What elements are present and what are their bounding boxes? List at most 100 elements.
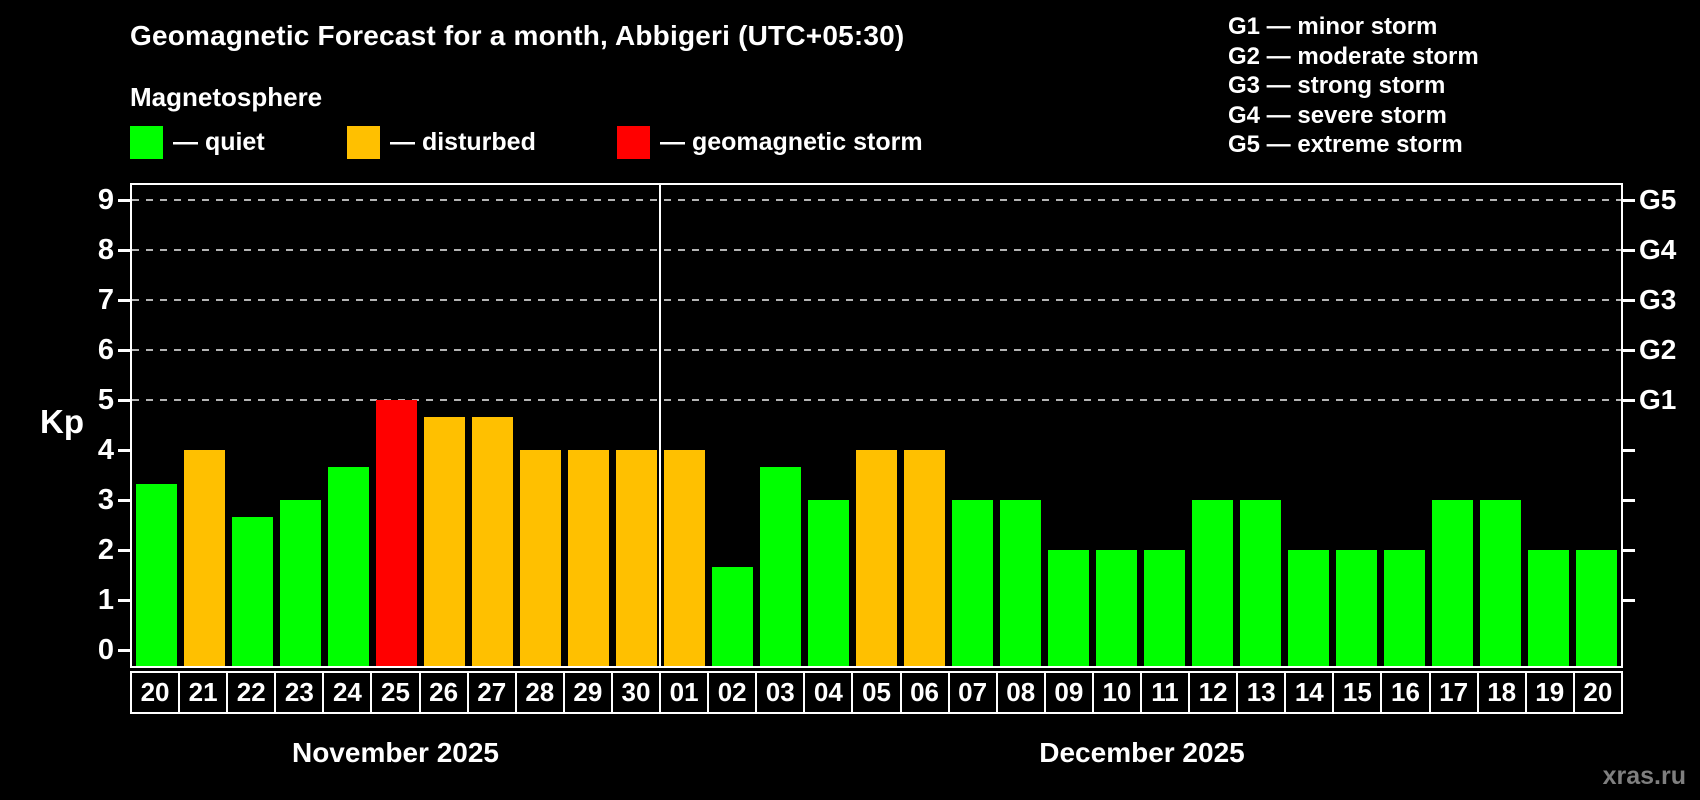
month-label-december: December 2025 — [1039, 737, 1245, 768]
kp-bar-06-disturbed — [904, 450, 946, 666]
date-cell-nov-24: 24 — [322, 671, 373, 714]
kp-bar-30-disturbed — [615, 450, 657, 666]
y-tick-label-7: 7 — [97, 284, 114, 316]
kp-bar-21-disturbed — [183, 450, 225, 666]
date-cell-dec-04: 04 — [803, 671, 854, 714]
date-cell-dec-20: 20 — [1572, 671, 1623, 714]
legend-label-disturbed: — disturbed — [390, 127, 536, 156]
y-axis-title: Kp — [40, 403, 84, 440]
date-cell-dec-02: 02 — [707, 671, 758, 714]
y-tick-label-4: 4 — [97, 434, 114, 466]
kp-bar-10-quiet — [1096, 550, 1138, 666]
right-tick-mark — [1623, 449, 1635, 452]
gridline-G3 — [132, 299, 1621, 301]
kp-bar-13-quiet — [1240, 500, 1282, 666]
right-tick-mark — [1623, 299, 1635, 302]
kp-bar-04-quiet — [807, 500, 849, 666]
kp-bar-22-quiet — [231, 516, 273, 666]
disturbed-color-swatch — [347, 125, 380, 159]
y-tick-label-5: 5 — [97, 384, 114, 416]
date-axis-row: 20 21 22 23 24 25 26 27 28 29 30 01 02 03 04 05 06 07 08 09… — [130, 671, 1623, 714]
date-cell-dec-13: 13 — [1236, 671, 1287, 714]
y-tick-label-8: 8 — [97, 234, 114, 266]
date-cell-dec-03: 03 — [755, 671, 806, 714]
date-cell-nov-22: 22 — [226, 671, 277, 714]
legend-item-storm: — geomagnetic storm — [617, 124, 923, 160]
date-cell-nov-30: 30 — [610, 671, 662, 714]
right-tick-mark — [1623, 199, 1635, 202]
kp-bar-14-quiet — [1288, 550, 1330, 666]
date-cell-dec-08: 08 — [995, 671, 1046, 714]
date-cell-nov-20: 20 — [130, 671, 181, 714]
date-cell-dec-11: 11 — [1139, 671, 1191, 714]
kp-bar-28-disturbed — [519, 450, 561, 666]
kp-bar-16-quiet — [1384, 550, 1426, 666]
y-tick-mark — [118, 449, 130, 452]
date-cell-nov-28: 28 — [514, 671, 565, 714]
right-tick-mark — [1623, 399, 1635, 402]
g-level-label-G5: G5 — [1639, 184, 1677, 215]
date-cell-nov-21: 21 — [178, 671, 229, 714]
kp-bar-20-quiet — [1576, 550, 1618, 666]
legend-item-disturbed: — disturbed — [347, 124, 536, 160]
right-tick-mark — [1623, 249, 1635, 252]
date-cell-nov-29: 29 — [562, 671, 613, 714]
date-cell-dec-14: 14 — [1284, 671, 1335, 714]
g-legend-line-4: G4 — severe storm — [1228, 101, 1447, 129]
quiet-color-swatch — [130, 125, 163, 159]
plot-area — [130, 183, 1623, 668]
date-cell-dec-07: 07 — [947, 671, 998, 714]
kp-bar-23-quiet — [279, 500, 321, 666]
kp-bar-26-disturbed — [423, 416, 465, 666]
date-cell-nov-25: 25 — [370, 671, 421, 714]
kp-bar-15-quiet — [1336, 550, 1378, 666]
kp-bar-02-quiet — [711, 566, 753, 666]
gridline-G5 — [132, 199, 1621, 201]
kp-bar-17-quiet — [1432, 500, 1474, 666]
right-tick-mark — [1623, 499, 1635, 502]
date-cell-dec-12: 12 — [1188, 671, 1239, 714]
y-tick-mark — [118, 349, 130, 352]
y-tick-mark — [118, 549, 130, 552]
right-tick-mark — [1623, 599, 1635, 602]
kp-bar-18-quiet — [1480, 500, 1522, 666]
g-legend-line-5: G5 — extreme storm — [1228, 131, 1463, 158]
g-scale-legend: G1 — minor storm G2 — moderate storm G3 — … — [1228, 12, 1479, 160]
y-tick-mark — [118, 399, 130, 402]
g-level-label-G1: G1 — [1639, 384, 1677, 415]
legend-label-quiet: — quiet — [173, 127, 265, 156]
kp-bar-20-quiet — [135, 483, 177, 666]
y-tick-label-6: 6 — [97, 334, 114, 366]
month-label-november: November 2025 — [291, 737, 499, 768]
g-level-label-G4: G4 — [1639, 234, 1677, 265]
kp-bar-27-disturbed — [471, 416, 513, 666]
date-cell-dec-05: 05 — [851, 671, 902, 714]
kp-bar-07-quiet — [952, 500, 994, 666]
kp-bar-24-quiet — [327, 466, 369, 666]
kp-bar-29-disturbed — [567, 450, 609, 666]
date-cell-nov-26: 26 — [418, 671, 469, 714]
date-cell-dec-15: 15 — [1332, 671, 1383, 714]
g-level-label-G2: G2 — [1639, 334, 1677, 365]
kp-bar-05-disturbed — [855, 450, 897, 666]
y-tick-mark — [118, 199, 130, 202]
date-cell-dec-16: 16 — [1380, 671, 1431, 714]
g-level-label-G3: G3 — [1639, 284, 1677, 315]
kp-bar-12-quiet — [1192, 500, 1234, 666]
y-tick-label-0: 0 — [97, 634, 114, 666]
y-tick-label-2: 2 — [97, 534, 114, 566]
date-cell-dec-01: 01 — [659, 671, 710, 714]
y-tick-label-9: 9 — [97, 184, 114, 216]
gridline-G1 — [132, 399, 1621, 401]
legend-item-quiet: — quiet — [130, 124, 265, 160]
y-tick-mark — [118, 249, 130, 252]
y-tick-mark — [118, 649, 130, 652]
kp-bar-03-quiet — [759, 466, 801, 666]
date-cell-nov-27: 27 — [466, 671, 517, 714]
kp-bar-11-quiet — [1144, 550, 1186, 666]
right-tick-mark — [1623, 549, 1635, 552]
g-legend-line-2: G2 — moderate storm — [1228, 42, 1479, 70]
gridline-G2 — [132, 349, 1621, 351]
kp-bar-25-storm — [375, 400, 417, 666]
